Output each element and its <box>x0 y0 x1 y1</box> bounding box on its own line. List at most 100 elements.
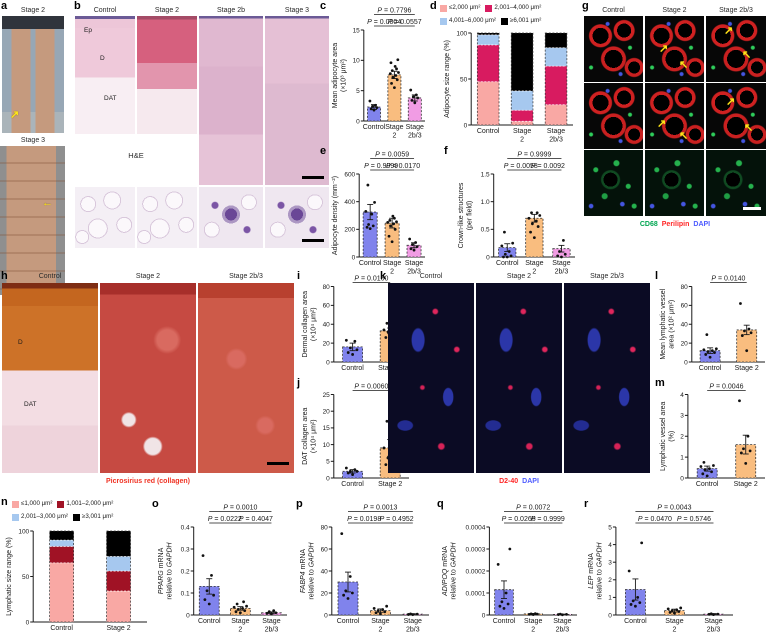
svg-text:2: 2 <box>680 434 684 441</box>
svg-text:Mean lymphatic vessel: Mean lymphatic vessel <box>660 288 667 359</box>
svg-text:0: 0 <box>186 612 190 619</box>
svg-text:0: 0 <box>464 122 468 129</box>
if-image-control-row3 <box>584 150 643 216</box>
arrow-icon: ↗ <box>724 25 734 37</box>
svg-text:2: 2 <box>378 627 382 634</box>
svg-text:1: 1 <box>608 595 612 602</box>
svg-text:1.5: 1.5 <box>481 171 490 178</box>
svg-text:3: 3 <box>608 560 612 567</box>
svg-text:2: 2 <box>390 269 394 276</box>
svg-text:20: 20 <box>323 409 331 416</box>
legend-swatch <box>72 514 80 522</box>
svg-text:Dermal collagen area: Dermal collagen area <box>302 291 309 358</box>
panel-label-j: j <box>297 377 301 389</box>
psr-image-stage2 <box>100 283 196 473</box>
svg-text:Adipocyte density (mm⁻²): Adipocyte density (mm⁻²) <box>332 176 339 255</box>
svg-text:Stage: Stage <box>404 618 422 625</box>
svg-text:P = 0.5746: P = 0.5746 <box>677 516 711 523</box>
adipocyte-image-stage3 <box>265 187 329 248</box>
svg-text:P = 0.0265: P = 0.0265 <box>502 516 536 523</box>
photo-title-stage2: Stage 2 <box>20 7 46 14</box>
tissue-label-ep: Ep <box>84 27 92 34</box>
svg-text:LEP mRNA: LEP mRNA <box>588 553 595 589</box>
column-title: Stage 3 <box>284 7 310 14</box>
svg-text:P = 0.7796: P = 0.7796 <box>377 8 411 15</box>
svg-text:Control: Control <box>477 128 500 135</box>
svg-text:P = 0.9999: P = 0.9999 <box>517 152 551 159</box>
tissue-label-dat: DAT <box>104 95 117 102</box>
svg-text:2b/3: 2b/3 <box>556 627 570 634</box>
if-image-control-row2 <box>584 83 643 149</box>
svg-text:Control: Control <box>696 481 719 488</box>
svg-text:P = 0.0043: P = 0.0043 <box>657 505 691 512</box>
svg-text:40: 40 <box>323 322 331 329</box>
arrow-icon: ↖ <box>744 122 754 134</box>
svg-text:1.0: 1.0 <box>481 199 490 206</box>
column-title: Control <box>419 273 443 280</box>
legend-item: ≥6,001 μm² <box>500 16 541 27</box>
column-title: Stage 2 <box>135 273 161 280</box>
svg-text:Control: Control <box>493 618 516 625</box>
arrow-icon: ↗ <box>657 118 667 130</box>
svg-text:P = 0.0046: P = 0.0046 <box>709 384 743 391</box>
svg-text:Adipocyte size range (%): Adipocyte size range (%) <box>444 40 451 118</box>
svg-text:2b/3: 2b/3 <box>265 627 279 634</box>
svg-text:60: 60 <box>321 546 329 553</box>
legend-adipocyte-size: ≤2,000 μm² 2,001–4,000 μm² 4,001–6,000 μm²… <box>440 3 574 30</box>
adipocyte-image-stage2b <box>199 187 263 248</box>
svg-text:P = 0.0072: P = 0.0072 <box>516 505 550 512</box>
legend-swatch <box>440 18 447 26</box>
if-image-stage2b3-row2: ↗ ↖ <box>706 83 766 149</box>
svg-text:P = 0.0222: P = 0.0222 <box>208 516 242 523</box>
svg-text:Control: Control <box>50 625 73 632</box>
adipocyte-image-stage2 <box>137 187 197 248</box>
svg-text:4: 4 <box>680 392 684 399</box>
svg-text:2: 2 <box>672 627 676 634</box>
svg-text:600: 600 <box>344 171 355 178</box>
svg-text:Lymphatic size range (%): Lymphatic size range (%) <box>6 537 13 616</box>
marker-cd68: CD68 <box>639 221 658 228</box>
svg-text:0.0004: 0.0004 <box>466 524 486 531</box>
svg-text:0: 0 <box>608 612 612 619</box>
svg-text:relative to GAPDH: relative to GAPDH <box>309 541 316 599</box>
svg-text:P = 0.9999: P = 0.9999 <box>531 516 565 523</box>
svg-text:Control: Control <box>337 618 360 625</box>
marker-perilipin: Perilipin <box>661 221 690 228</box>
svg-text:Stage: Stage <box>665 618 683 625</box>
svg-text:10: 10 <box>353 58 361 65</box>
legend-swatch <box>500 18 508 26</box>
svg-text:P = 0.0060: P = 0.0060 <box>354 384 388 391</box>
panel-label-h: h <box>1 270 8 282</box>
chart-pparg-mrna: 0 0.1 0.2 0.3 0.4 PPARG mRNA relative to GAPDH… <box>156 501 290 638</box>
svg-text:FABP4 mRNA: FABP4 mRNA <box>300 549 307 594</box>
svg-text:Stage: Stage <box>262 618 280 625</box>
svg-text:Stage 2: Stage 2 <box>735 365 759 372</box>
arrow-icon: ↗ <box>726 96 736 108</box>
svg-text:Control: Control <box>198 618 221 625</box>
chart-crown-like-structures: 0 0.5 1.0 1.5 Crown-like structures (per fiel… <box>456 148 578 280</box>
legend-swatch <box>12 514 19 522</box>
svg-text:20: 20 <box>323 340 331 347</box>
svg-text:10: 10 <box>323 442 331 449</box>
svg-text:5: 5 <box>608 524 612 531</box>
svg-text:Stage: Stage <box>524 618 542 625</box>
chart-lymphatic-vessel-area: 0 1 2 3 4 Lymphatic vessel area (%) Control Stag… <box>658 380 768 492</box>
svg-text:relative to GAPDH: relative to GAPDH <box>597 541 604 599</box>
svg-text:(per field): (per field) <box>467 201 474 231</box>
svg-text:2b/3: 2b/3 <box>407 269 421 276</box>
svg-text:Stage 2: Stage 2 <box>378 481 402 488</box>
svg-text:0: 0 <box>356 118 360 125</box>
legend-lymphatic-size: ≤1,000 μm² 1,001–2,000 μm² 2,001–3,000 μm²… <box>12 499 150 526</box>
panel-label-g: g <box>582 0 589 12</box>
svg-text:25: 25 <box>323 392 331 399</box>
column-title: Control <box>93 7 117 14</box>
svg-text:2: 2 <box>532 269 536 276</box>
panel-label-o: o <box>152 498 159 510</box>
svg-text:100: 100 <box>18 528 29 535</box>
arrow-icon: ← <box>42 197 53 209</box>
svg-text:P = 0.0170: P = 0.0170 <box>386 163 420 170</box>
d240-image-stage2 <box>476 283 562 473</box>
svg-text:2: 2 <box>520 137 524 144</box>
legend-item: ≥3,001 μm² <box>72 512 113 523</box>
histology-he-control <box>75 16 135 134</box>
